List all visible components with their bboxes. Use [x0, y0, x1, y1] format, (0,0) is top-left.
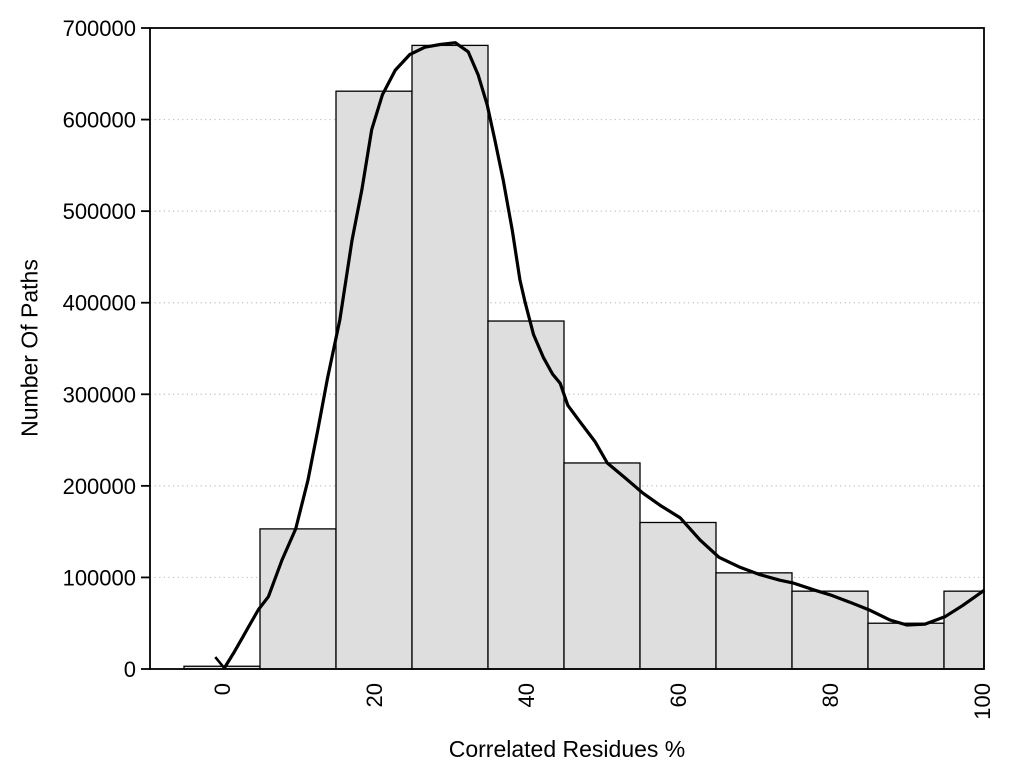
histogram-bar	[563, 462, 641, 670]
histogram-bar	[791, 590, 869, 670]
histogram-bars	[183, 44, 985, 670]
y-tick-label: 200000	[63, 474, 136, 499]
y-axis: 0 100000 200000 300000 400000 500000 600000 700…	[63, 16, 150, 682]
curve-arrow-barb	[214, 656, 226, 669]
density-curve-path	[222, 41, 986, 669]
histogram-bar	[411, 44, 489, 670]
x-axis-title: Correlated Residues %	[448, 736, 686, 762]
x-tick-label: 40	[514, 683, 539, 707]
y-tick-label: 700000	[63, 16, 136, 41]
y-tick-label: 300000	[63, 382, 136, 407]
histogram-bar	[867, 622, 945, 670]
x-tick-label: 20	[362, 683, 387, 707]
x-axis: 0 20 40 60 80 100	[210, 683, 995, 720]
y-tick-label: 400000	[63, 291, 136, 316]
histogram-bar	[487, 320, 565, 670]
x-tick-label: 100	[970, 683, 995, 720]
histogram-bar	[715, 572, 793, 670]
plot-border	[149, 27, 985, 670]
y-tick-label: 0	[124, 657, 136, 682]
y-tick-label: 600000	[63, 108, 136, 133]
y-axis-title: Number Of Paths	[16, 259, 43, 437]
x-tick-label: 60	[666, 683, 691, 707]
density-curve	[214, 41, 986, 669]
histogram-bar	[259, 528, 337, 670]
histogram-bar	[335, 90, 413, 670]
y-tick-label: 500000	[63, 199, 136, 224]
y-tick-label: 100000	[63, 565, 136, 590]
x-tick-label: 80	[818, 683, 843, 707]
x-tick-label: 0	[210, 683, 235, 695]
gridlines	[150, 118, 984, 579]
